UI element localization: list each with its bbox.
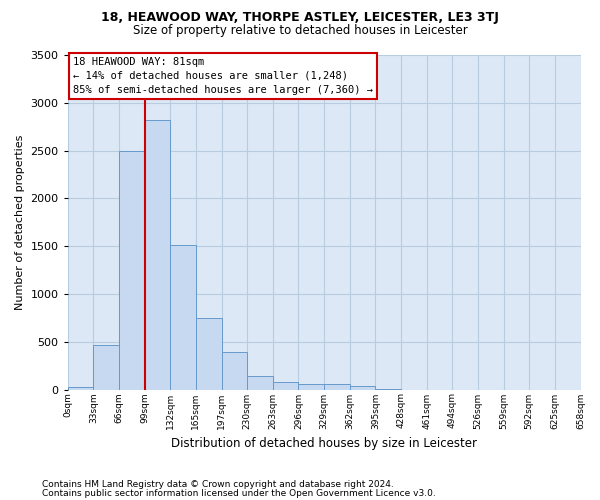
Bar bbox=[350, 386, 376, 390]
Bar bbox=[94, 344, 119, 390]
Text: 18, HEAWOOD WAY, THORPE ASTLEY, LEICESTER, LE3 3TJ: 18, HEAWOOD WAY, THORPE ASTLEY, LEICESTE… bbox=[101, 11, 499, 24]
Text: 18 HEAWOOD WAY: 81sqm
← 14% of detached houses are smaller (1,248)
85% of semi-d: 18 HEAWOOD WAY: 81sqm ← 14% of detached … bbox=[73, 56, 373, 94]
Bar bbox=[298, 384, 324, 390]
Text: Contains HM Land Registry data © Crown copyright and database right 2024.: Contains HM Land Registry data © Crown c… bbox=[42, 480, 394, 489]
Bar bbox=[247, 376, 273, 390]
Bar bbox=[273, 382, 298, 390]
Bar bbox=[376, 388, 401, 390]
Bar bbox=[68, 386, 94, 390]
Bar bbox=[324, 384, 350, 390]
Y-axis label: Number of detached properties: Number of detached properties bbox=[15, 134, 25, 310]
Bar bbox=[221, 352, 247, 390]
Bar bbox=[170, 245, 196, 390]
X-axis label: Distribution of detached houses by size in Leicester: Distribution of detached houses by size … bbox=[171, 437, 477, 450]
Bar bbox=[145, 120, 170, 390]
Text: Size of property relative to detached houses in Leicester: Size of property relative to detached ho… bbox=[133, 24, 467, 37]
Bar bbox=[119, 150, 145, 390]
Bar bbox=[196, 318, 221, 390]
Text: Contains public sector information licensed under the Open Government Licence v3: Contains public sector information licen… bbox=[42, 489, 436, 498]
